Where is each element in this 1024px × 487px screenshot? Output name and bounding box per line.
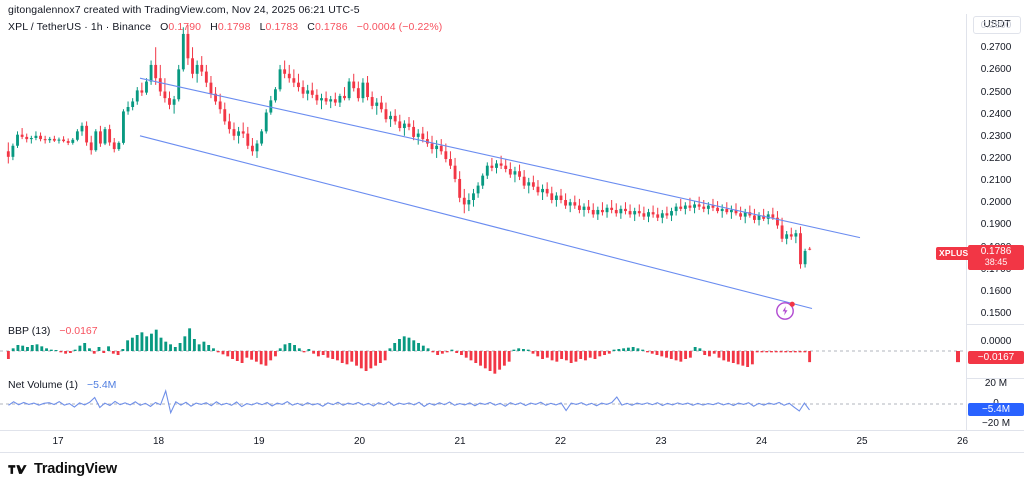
- axis-divider-1: [967, 324, 1024, 325]
- high-value: 0.1798: [217, 21, 251, 33]
- bbp-title[interactable]: BBP (13): [8, 325, 51, 337]
- time-tick-label: 18: [152, 436, 165, 447]
- price-tick: 0.2200: [980, 152, 1012, 164]
- time-tick-label: 26: [956, 436, 969, 447]
- tradingview-logo[interactable]: TradingView: [8, 461, 117, 477]
- price-tick: 0.2800: [980, 20, 1012, 32]
- time-tick-label: 23: [655, 436, 667, 447]
- candlestick-chart[interactable]: [0, 14, 966, 324]
- time-tick-label: 21: [454, 436, 466, 447]
- tradingview-wordmark: TradingView: [34, 461, 117, 477]
- exchange-label[interactable]: Binance: [112, 21, 152, 33]
- bar-countdown: 38:45: [984, 257, 1008, 267]
- price-tick: 0.2700: [980, 42, 1012, 54]
- bbp-value-badge: −0.0167: [968, 351, 1024, 364]
- bbp-histogram-pane[interactable]: [0, 324, 966, 378]
- net-volume-top-tick: 20 M: [984, 378, 1008, 389]
- time-axis[interactable]: 17 18 19 20 21 22 23 24 25 26: [0, 430, 1024, 453]
- trendline-group[interactable]: [139, 77, 861, 310]
- bbp-bars-group: [6, 328, 960, 374]
- attribution-text: gitongalennox7 created with TradingView.…: [8, 4, 360, 16]
- close-label: C: [307, 21, 315, 33]
- time-tick-label: 22: [554, 436, 567, 447]
- chart-legend[interactable]: XPL / TetherUS · 1h · Binance O0.1790 H0…: [8, 21, 442, 33]
- price-tick: 0.2600: [980, 64, 1012, 76]
- time-tick-label: 24: [755, 436, 768, 447]
- currency-unit-label[interactable]: USDT: [973, 16, 1021, 34]
- price-tick: 0.2100: [980, 175, 1012, 187]
- tradingview-logo-icon: [8, 464, 27, 474]
- time-tick-label: 25: [856, 436, 868, 447]
- net-volume-pane-legend[interactable]: Net Volume (1) −5.4M: [8, 379, 116, 391]
- low-label: L: [259, 21, 266, 33]
- axis-divider-2: [967, 378, 1024, 379]
- change-value: −0.0004 (−0.22%): [356, 21, 443, 33]
- price-tick: 0.2400: [980, 108, 1012, 120]
- current-price-value: 0.1786: [980, 246, 1012, 257]
- price-tick: 0.1500: [980, 307, 1012, 319]
- symbol-name[interactable]: XPL / TetherUS: [8, 21, 82, 33]
- time-tick-label: 20: [353, 436, 366, 447]
- interval-label[interactable]: 1h: [90, 21, 103, 33]
- candles-group: [6, 25, 812, 269]
- footer-bar: TradingView: [0, 452, 1024, 487]
- price-tick: 0.2500: [980, 86, 1012, 98]
- net-volume-value: −5.4M: [86, 379, 117, 391]
- net-volume-value-badge: −5.4M: [968, 403, 1024, 416]
- open-value: 0.1790: [168, 21, 202, 33]
- time-tick-label: 19: [253, 436, 265, 447]
- open-label: O: [160, 21, 169, 33]
- price-tick: 0.2000: [980, 197, 1012, 209]
- bbp-zero-tick: 0.0000: [980, 336, 1012, 347]
- net-volume-pane[interactable]: [0, 378, 966, 430]
- price-tick: 0.2300: [980, 130, 1012, 142]
- legend-separator-2: ·: [105, 21, 110, 33]
- close-value: 0.1786: [314, 21, 348, 33]
- net-volume-line: [8, 388, 810, 415]
- net-volume-bottom-tick: −20 M: [981, 418, 1011, 429]
- legend-separator-1: ·: [84, 21, 88, 33]
- high-label: H: [210, 21, 218, 33]
- price-tick: 0.1600: [980, 285, 1012, 297]
- price-tick: 0.1900: [980, 219, 1012, 231]
- time-tick-label: 17: [52, 436, 64, 447]
- current-price-badge: 0.1786 38:45: [968, 245, 1024, 270]
- low-value: 0.1783: [265, 21, 299, 33]
- price-axis[interactable]: USDT 0.2800 0.2700 0.2600 0.2500 0.2400 0.230…: [936, 14, 1024, 430]
- alert-lightning-icon[interactable]: [775, 299, 797, 321]
- bbp-pane-legend[interactable]: BBP (13) −0.0167: [8, 325, 98, 337]
- bbp-value: −0.0167: [59, 325, 98, 337]
- net-volume-title[interactable]: Net Volume (1): [8, 379, 79, 391]
